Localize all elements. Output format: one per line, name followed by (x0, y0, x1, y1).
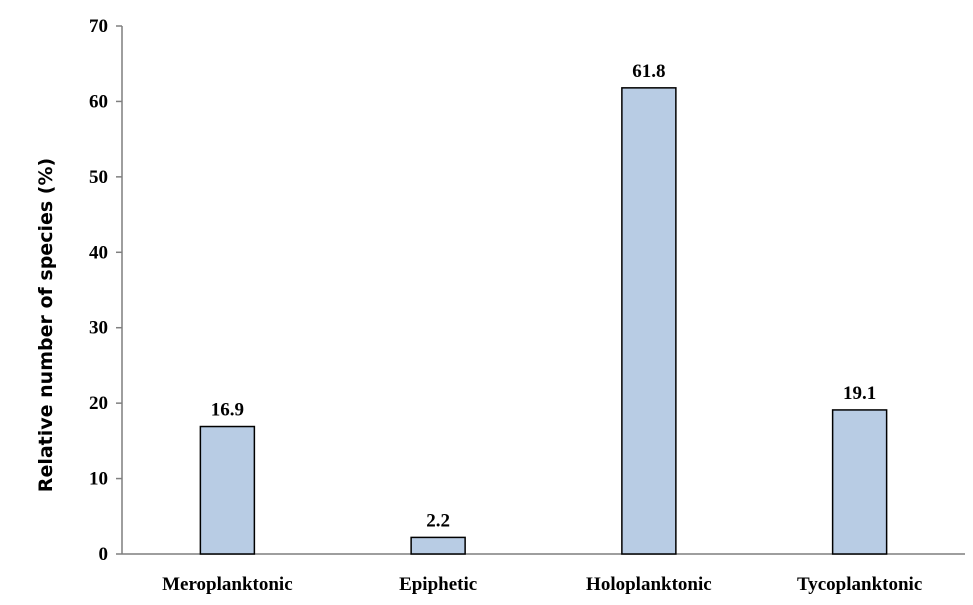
data-labels: 16.9 2.2 61.8 19.1 (211, 61, 877, 532)
data-label: 16.9 (211, 400, 244, 421)
x-category-label: Tycoplanktonic (797, 574, 922, 595)
data-label: 61.8 (632, 61, 665, 82)
x-category-label: Holoplanktonic (586, 574, 712, 595)
bar-epiphetic (410, 536, 466, 555)
y-tick-label: 30 (89, 318, 108, 339)
data-label: 19.1 (843, 383, 876, 404)
y-tick-label: 10 (89, 469, 108, 490)
bar-tycoplanktonic (831, 409, 888, 555)
category-labels: Meroplanktonic Epiphetic Holoplanktonic Tyc… (162, 574, 922, 595)
bars (199, 87, 888, 555)
bar-meroplanktonic (199, 425, 256, 555)
y-axis-title: Relative number of species (%) (35, 158, 57, 492)
y-tick-label: 20 (89, 393, 108, 414)
x-category-label: Epiphetic (399, 574, 477, 595)
bar-holoplanktonic (621, 87, 677, 555)
y-tick-label: 0 (99, 544, 109, 565)
y-tick-label: 70 (89, 16, 108, 37)
x-category-label: Meroplanktonic (162, 574, 293, 595)
data-label: 2.2 (426, 510, 450, 531)
y-axis: 0 10 20 30 40 50 60 70 (89, 16, 123, 565)
y-tick-label: 50 (89, 167, 108, 188)
y-tick-label: 40 (89, 242, 108, 263)
y-tick-label: 60 (89, 91, 108, 112)
